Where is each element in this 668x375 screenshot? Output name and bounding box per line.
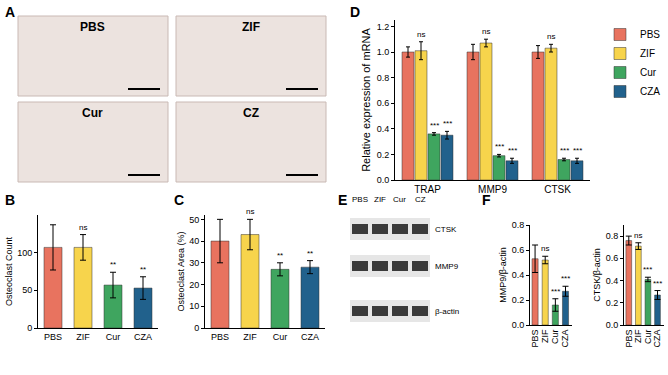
svg-text:C: C xyxy=(174,192,184,208)
svg-text:TRAP: TRAP xyxy=(414,184,441,195)
svg-text:Osteoclast Area (%): Osteoclast Area (%) xyxy=(176,231,186,311)
svg-text:PBS: PBS xyxy=(640,29,660,40)
svg-text:ns: ns xyxy=(547,32,555,41)
svg-text:40: 40 xyxy=(189,236,199,246)
svg-text:ZIF: ZIF xyxy=(640,48,655,59)
svg-text:PBS: PBS xyxy=(352,195,368,204)
svg-text:ZIF: ZIF xyxy=(242,20,260,34)
svg-text:B: B xyxy=(5,192,15,208)
svg-text:CZA: CZA xyxy=(301,332,319,342)
svg-text:0.4: 0.4 xyxy=(377,124,390,134)
svg-text:CZA: CZA xyxy=(640,86,660,97)
svg-text:ZIF: ZIF xyxy=(76,332,90,342)
svg-text:PBS: PBS xyxy=(44,332,62,342)
svg-text:A: A xyxy=(5,4,15,20)
svg-text:0.6: 0.6 xyxy=(377,98,390,108)
svg-text:100: 100 xyxy=(17,248,32,258)
svg-text:0.2: 0.2 xyxy=(512,295,525,305)
svg-text:ns: ns xyxy=(541,244,549,253)
svg-text:ZIF: ZIF xyxy=(633,329,643,343)
svg-text:ns: ns xyxy=(417,30,425,39)
svg-text:***: *** xyxy=(443,119,452,128)
svg-text:0.0: 0.0 xyxy=(606,320,619,330)
svg-text:CTSK/β-actin: CTSK/β-actin xyxy=(592,248,602,302)
svg-text:MMP9/β-actin: MMP9/β-actin xyxy=(498,247,508,303)
svg-text:CTSK: CTSK xyxy=(544,184,571,195)
svg-text:Relative expression of mRNA: Relative expression of mRNA xyxy=(360,28,372,172)
svg-text:ZIF: ZIF xyxy=(540,329,550,343)
svg-text:Cur: Cur xyxy=(640,67,657,78)
svg-text:ns: ns xyxy=(482,27,490,36)
svg-text:0: 0 xyxy=(194,323,199,333)
svg-text:Cur: Cur xyxy=(393,195,406,204)
svg-text:**: ** xyxy=(140,265,146,274)
svg-text:0.8: 0.8 xyxy=(512,220,525,230)
svg-text:0.6: 0.6 xyxy=(606,253,619,263)
svg-text:PBS: PBS xyxy=(211,332,229,342)
svg-text:β-actin: β-actin xyxy=(435,307,459,316)
svg-text:CZ: CZ xyxy=(415,195,426,204)
svg-text:ZIF: ZIF xyxy=(243,332,257,342)
svg-text:0.6: 0.6 xyxy=(512,245,525,255)
svg-text:Cur: Cur xyxy=(550,330,560,345)
svg-text:CZA: CZA xyxy=(134,332,152,342)
svg-text:Cur: Cur xyxy=(82,106,103,120)
svg-text:PBS: PBS xyxy=(624,330,634,348)
svg-text:30: 30 xyxy=(189,258,199,268)
svg-text:20: 20 xyxy=(189,280,199,290)
svg-text:***: *** xyxy=(653,279,662,288)
svg-text:PBS: PBS xyxy=(530,330,540,348)
svg-text:Cur: Cur xyxy=(273,332,288,342)
svg-text:***: *** xyxy=(495,142,504,151)
svg-text:Osteoclast Count: Osteoclast Count xyxy=(4,236,14,306)
svg-text:ns: ns xyxy=(634,231,642,240)
svg-text:***: *** xyxy=(560,146,569,155)
svg-text:ns: ns xyxy=(246,207,254,216)
svg-text:**: ** xyxy=(307,249,313,258)
svg-text:1.2: 1.2 xyxy=(377,22,390,32)
svg-text:MMP9: MMP9 xyxy=(478,184,507,195)
svg-text:F: F xyxy=(482,192,491,208)
svg-text:***: *** xyxy=(551,287,560,296)
svg-text:**: ** xyxy=(110,260,116,269)
svg-text:0: 0 xyxy=(27,323,32,333)
svg-text:0.0: 0.0 xyxy=(512,320,525,330)
svg-text:E: E xyxy=(338,192,347,208)
svg-text:**: ** xyxy=(277,251,283,260)
svg-text:CTSK: CTSK xyxy=(435,225,457,234)
svg-text:ZIF: ZIF xyxy=(374,195,386,204)
svg-text:***: *** xyxy=(508,146,517,155)
svg-text:ns: ns xyxy=(79,223,87,232)
svg-text:0.8: 0.8 xyxy=(606,231,619,241)
svg-text:MMP9: MMP9 xyxy=(435,262,459,271)
svg-text:10: 10 xyxy=(189,301,199,311)
svg-text:Cur: Cur xyxy=(643,330,653,345)
svg-text:CZ: CZ xyxy=(243,106,259,120)
svg-text:0.4: 0.4 xyxy=(606,276,619,286)
svg-text:0.2: 0.2 xyxy=(377,150,390,160)
svg-text:Cur: Cur xyxy=(106,332,121,342)
svg-text:50: 50 xyxy=(189,215,199,225)
svg-text:D: D xyxy=(350,4,360,20)
svg-text:PBS: PBS xyxy=(80,20,105,34)
svg-text:***: *** xyxy=(573,146,582,155)
svg-text:CZA: CZA xyxy=(560,330,570,348)
svg-text:1.0: 1.0 xyxy=(377,47,390,57)
svg-text:0.4: 0.4 xyxy=(512,270,525,280)
svg-text:0.0: 0.0 xyxy=(377,175,390,185)
svg-text:***: *** xyxy=(561,274,570,283)
svg-text:***: *** xyxy=(643,265,652,274)
svg-text:***: *** xyxy=(430,121,439,130)
svg-text:50: 50 xyxy=(22,285,32,295)
svg-text:0.2: 0.2 xyxy=(606,298,619,308)
svg-text:CZA: CZA xyxy=(652,330,662,348)
svg-text:0.8: 0.8 xyxy=(377,73,390,83)
